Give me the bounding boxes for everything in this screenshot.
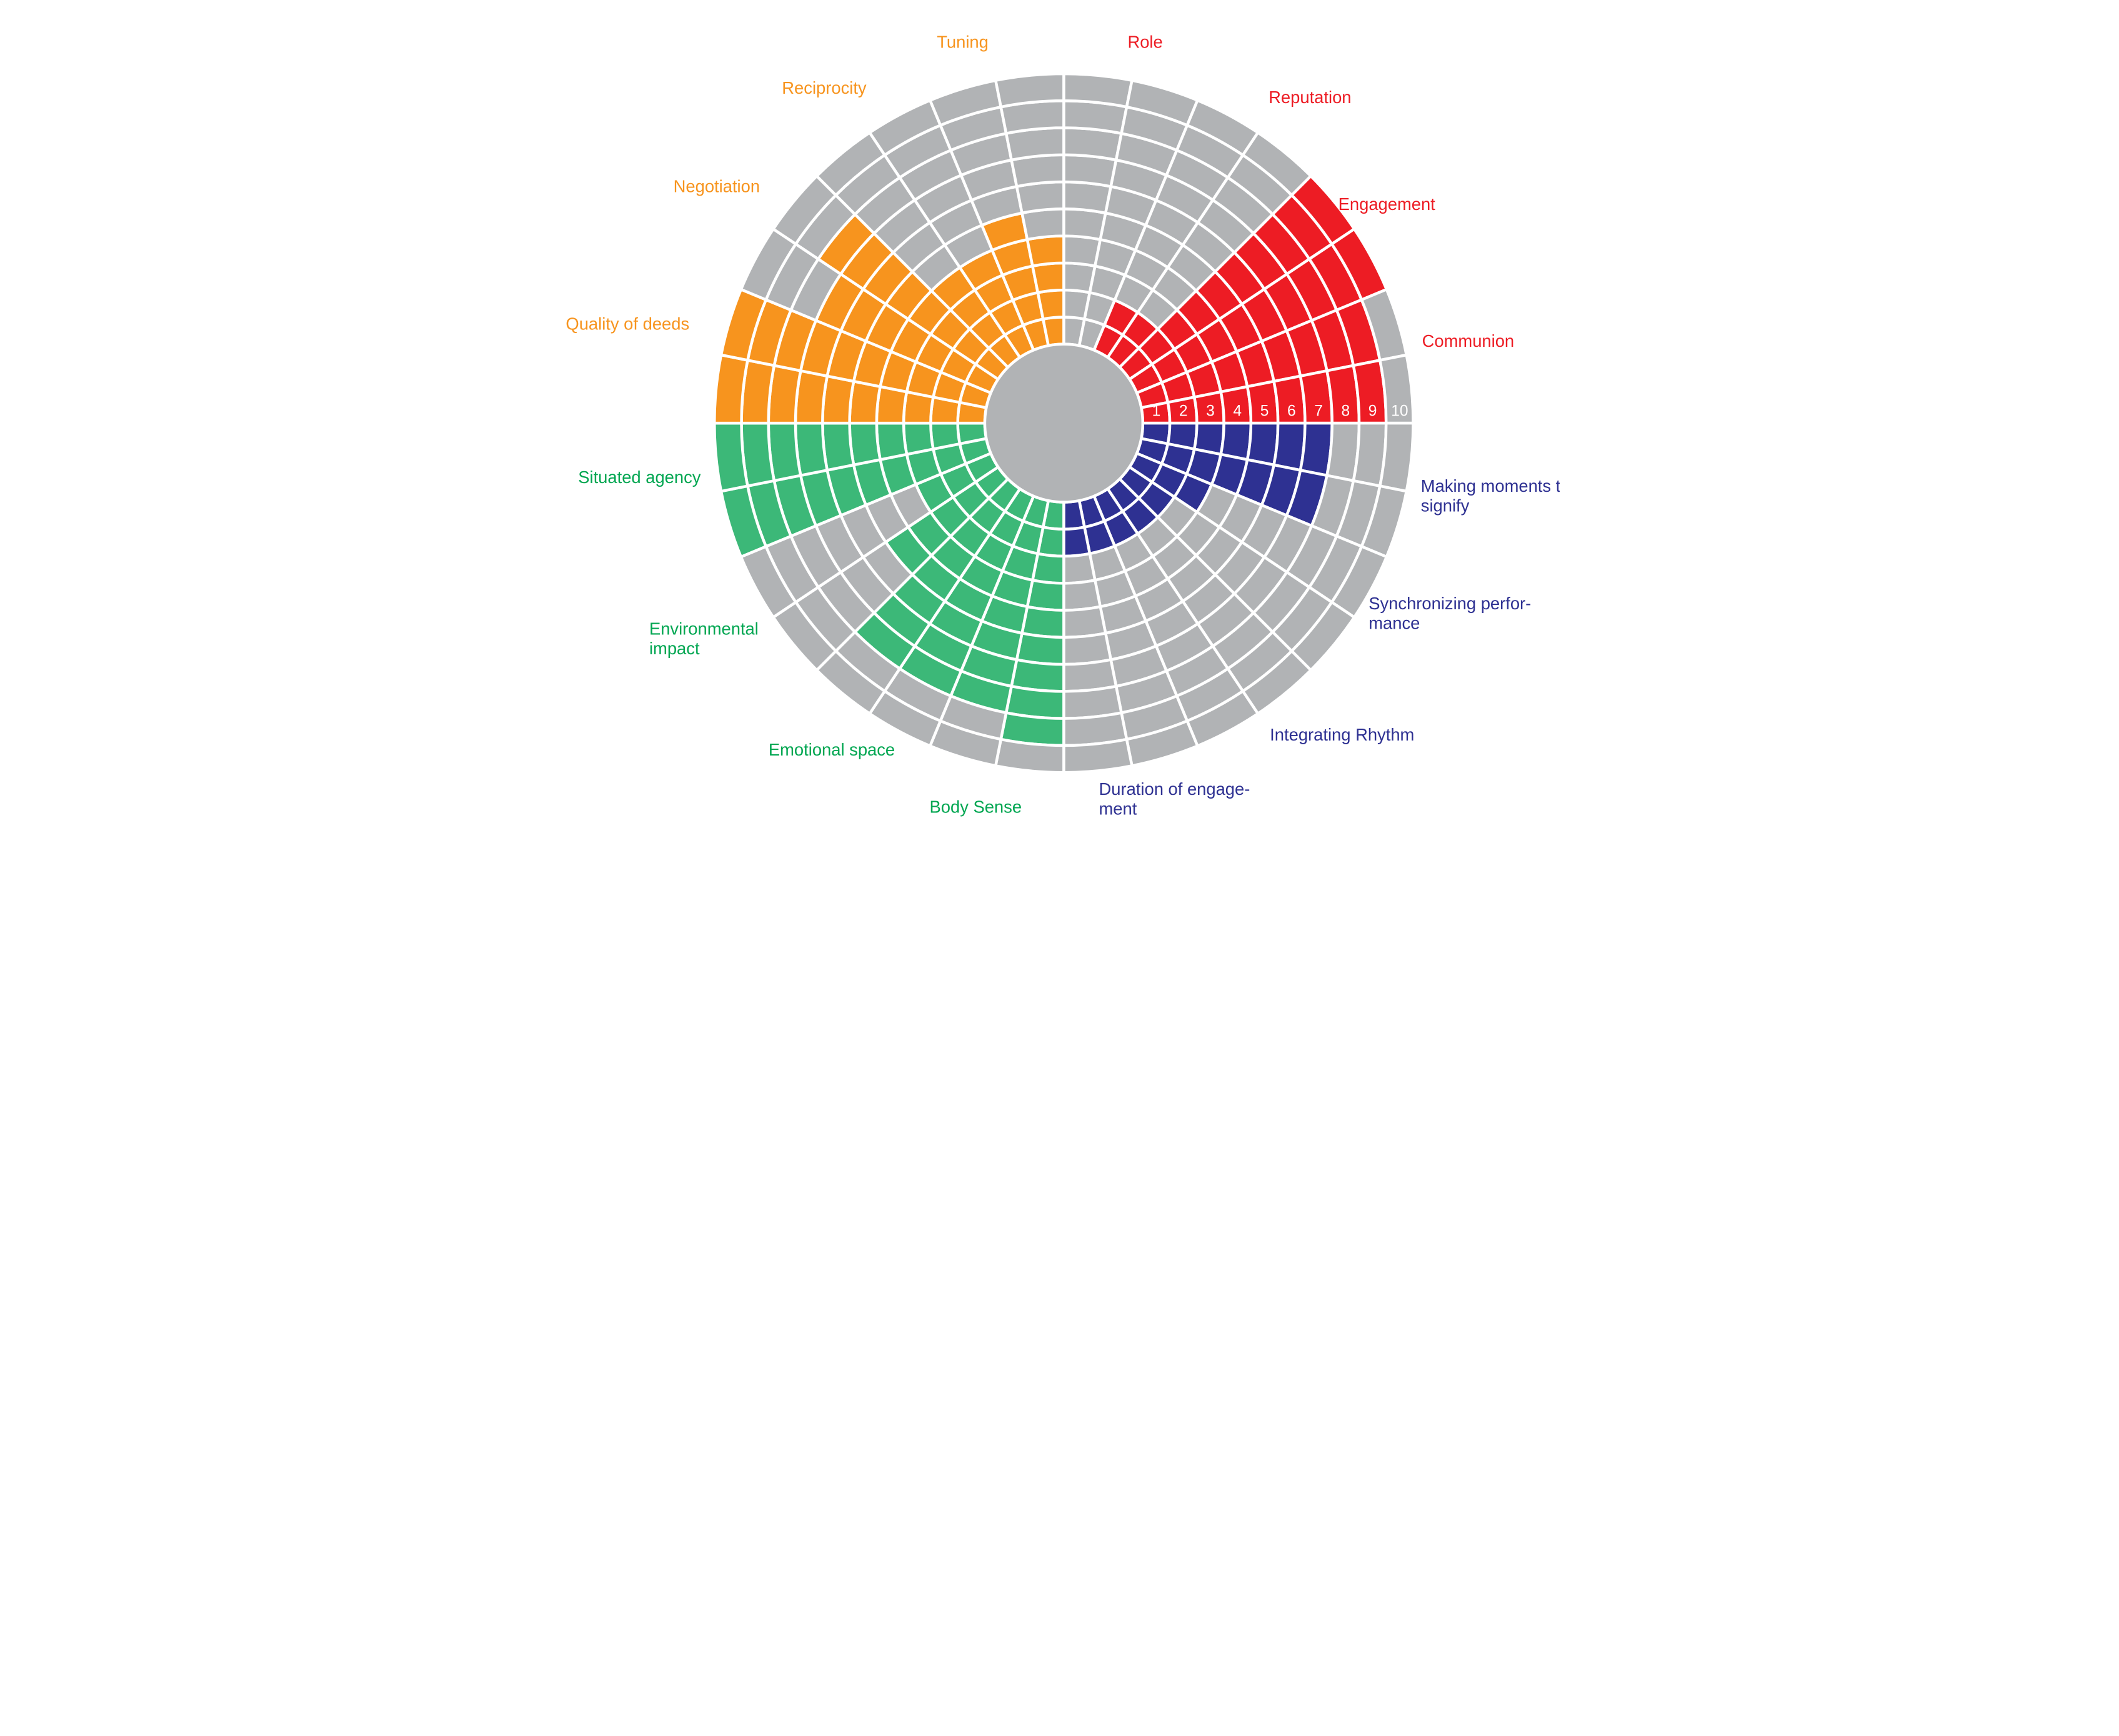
ring-scale-number: 6 — [1287, 403, 1295, 420]
cell — [994, 72, 1065, 109]
cell — [712, 353, 749, 425]
ring-scale-number: 1 — [1152, 403, 1160, 420]
hub-circle — [983, 342, 1144, 504]
radial-wheel-chart: 1 2 3 4 5 6 7 8 9 10 Role Reputation Engagement Commu… — [566, 32, 1560, 819]
cell — [902, 421, 935, 456]
cell — [1378, 421, 1415, 493]
cell — [1062, 207, 1107, 241]
sector-label-engagement: Engagement — [1338, 194, 1435, 214]
sector-label-emotional: Emotional space — [768, 740, 894, 759]
ring-scale-number: 8 — [1341, 403, 1350, 420]
sector-label-quality: Quality of deeds — [566, 314, 689, 334]
cell — [1035, 288, 1065, 321]
cell — [1245, 421, 1279, 467]
sector-label-negotiation: Negotiation — [673, 177, 759, 196]
sector-label-tuning: Tuning — [937, 32, 989, 51]
ring-scale-number: 3 — [1206, 403, 1215, 420]
sector-label-reciprocity: Reciprocity — [782, 78, 867, 97]
cell — [955, 421, 988, 446]
cell — [929, 421, 962, 451]
sector-label-integrating: Integrating Rhythm — [1270, 725, 1414, 744]
sector-label-role: Role — [1127, 32, 1162, 51]
sector-label-body-sense: Body Sense — [929, 797, 1022, 816]
cell — [1062, 552, 1097, 585]
cell — [1041, 316, 1065, 347]
sector-label-environmental: Environmental impact — [649, 619, 758, 658]
cell — [1062, 72, 1134, 109]
radial-wheel-figure: 1 2 3 4 5 6 7 8 9 10 Role Reputation Engagement Commu… — [560, 0, 1560, 819]
cell — [847, 421, 882, 467]
ring-scale-number: 10 — [1391, 403, 1408, 420]
cell — [1062, 499, 1086, 531]
cell — [1020, 207, 1065, 241]
sector-label-situated: Situated agency — [578, 467, 701, 487]
cell — [1062, 737, 1134, 774]
cell — [1025, 234, 1065, 268]
cell — [1062, 525, 1092, 558]
ring-scale-number: 5 — [1260, 403, 1269, 420]
sector-label-synchronizing: Synchronizing perfor-mance — [1369, 594, 1531, 633]
sector-label-communion: Communion — [1422, 331, 1514, 351]
cell — [1062, 578, 1102, 612]
ring-scale-number: 2 — [1179, 403, 1187, 420]
ring-scale-number: 4 — [1233, 403, 1242, 420]
cell — [875, 421, 909, 462]
ring-scale-number: 9 — [1368, 403, 1377, 420]
cell — [1030, 261, 1065, 294]
cell — [1062, 605, 1107, 639]
cell — [712, 421, 749, 493]
ring-scale-number: 7 — [1314, 403, 1323, 420]
sector-label-duration: Duration of engage-ment — [1099, 779, 1250, 819]
sector-label-making-moments: Making moments to signify — [1420, 476, 1559, 516]
cell — [994, 737, 1065, 774]
cell — [847, 379, 882, 425]
sector-label-reputation: Reputation — [1269, 87, 1351, 107]
cell — [1020, 605, 1065, 639]
